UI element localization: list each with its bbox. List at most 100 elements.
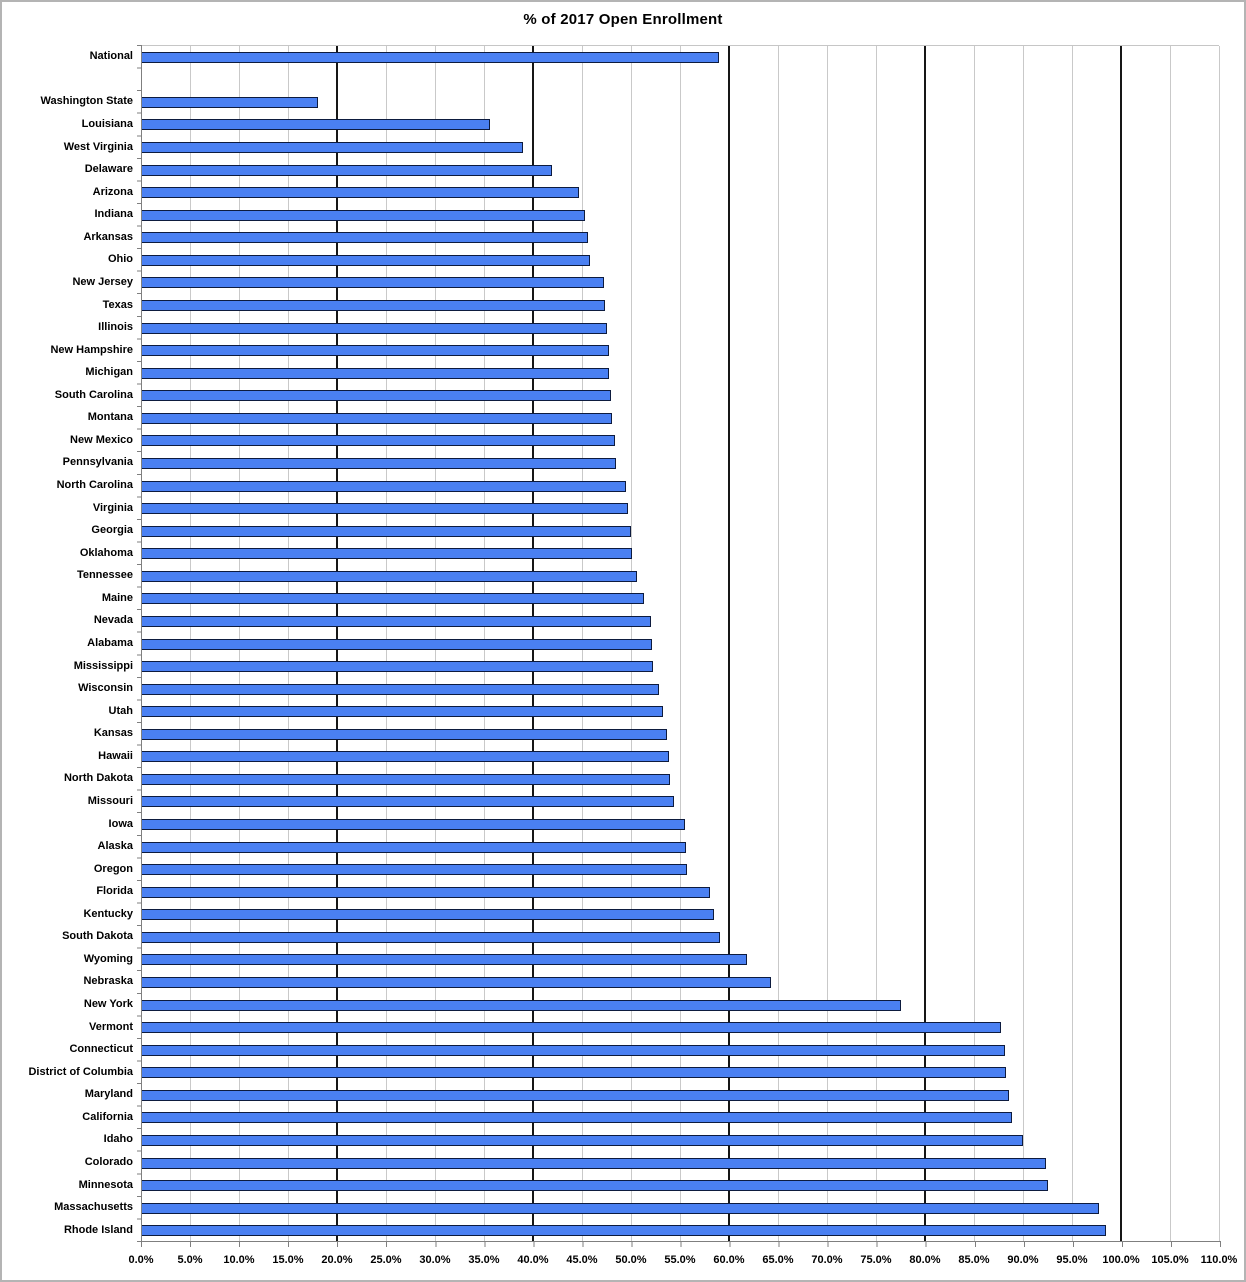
category-label: Hawaii bbox=[98, 749, 133, 762]
chart-title: % of 2017 Open Enrollment bbox=[523, 11, 723, 28]
bar bbox=[141, 1157, 1046, 1169]
bar bbox=[141, 931, 721, 943]
category-label: Idaho bbox=[103, 1133, 133, 1146]
category-label: Arizona bbox=[92, 185, 133, 198]
x-axis-label: 90.0% bbox=[1007, 1254, 1039, 1266]
category-label: Ohio bbox=[107, 253, 133, 266]
bar bbox=[141, 503, 629, 515]
category-label: Montana bbox=[87, 411, 133, 424]
category-label: California bbox=[82, 1110, 133, 1123]
y-axis-ticks bbox=[137, 45, 141, 1242]
x-axis-label: 35.0% bbox=[468, 1254, 500, 1266]
bar bbox=[141, 525, 632, 537]
bar bbox=[141, 412, 613, 424]
bar bbox=[141, 976, 772, 988]
category-label: Indiana bbox=[94, 208, 133, 221]
category-label: Kansas bbox=[93, 727, 133, 740]
category-label: New Jersey bbox=[72, 275, 133, 288]
x-axis-label: 5.0% bbox=[177, 1254, 203, 1266]
major-gridline bbox=[924, 46, 926, 1241]
x-axis-label: 20.0% bbox=[321, 1254, 353, 1266]
x-axis-label: 25.0% bbox=[370, 1254, 402, 1266]
category-label: Wisconsin bbox=[78, 682, 133, 695]
bar bbox=[141, 796, 675, 808]
x-axis-label: 110.0% bbox=[1200, 1254, 1238, 1266]
bar bbox=[141, 1134, 1024, 1146]
category-label: Tennessee bbox=[76, 569, 133, 582]
category-label: Rhode Island bbox=[63, 1223, 133, 1236]
bar bbox=[141, 841, 686, 853]
bar bbox=[141, 615, 651, 627]
category-label: Arkansas bbox=[83, 230, 133, 243]
bar bbox=[141, 1225, 1107, 1237]
gridline bbox=[778, 46, 779, 1241]
category-label: Wyoming bbox=[83, 952, 133, 965]
bar bbox=[141, 254, 590, 266]
bar bbox=[141, 1022, 1001, 1034]
bar bbox=[141, 1180, 1048, 1192]
bar bbox=[141, 909, 715, 921]
gridline bbox=[1072, 46, 1073, 1241]
category-label: South Carolina bbox=[54, 388, 133, 401]
bar bbox=[141, 683, 660, 695]
gridline bbox=[1170, 46, 1171, 1241]
bar bbox=[141, 773, 671, 785]
bar bbox=[141, 570, 637, 582]
category-label: North Carolina bbox=[56, 479, 133, 492]
y-axis-line bbox=[141, 45, 142, 1241]
category-label: Pennsylvania bbox=[62, 456, 133, 469]
bar bbox=[141, 187, 580, 199]
category-label: North Dakota bbox=[63, 772, 133, 785]
category-label: Maine bbox=[101, 591, 133, 604]
bar bbox=[141, 751, 670, 763]
x-axis-label: 100.0% bbox=[1102, 1254, 1140, 1266]
category-label: Georgia bbox=[91, 524, 133, 537]
bar bbox=[141, 593, 644, 605]
category-label: Nevada bbox=[93, 614, 133, 627]
category-label: Delaware bbox=[84, 163, 133, 176]
bar bbox=[141, 886, 711, 898]
category-label: Mississippi bbox=[73, 659, 133, 672]
x-axis-label: 80.0% bbox=[909, 1254, 941, 1266]
bar bbox=[141, 1089, 1010, 1101]
x-axis-ticks bbox=[141, 1241, 1221, 1247]
x-axis-label: 40.0% bbox=[517, 1254, 549, 1266]
bar bbox=[141, 638, 652, 650]
plot-area bbox=[141, 45, 1220, 1241]
bar bbox=[141, 661, 653, 673]
major-gridline bbox=[728, 46, 730, 1241]
category-label: New Mexico bbox=[70, 433, 133, 446]
category-label: South Dakota bbox=[62, 930, 133, 943]
category-label: Virginia bbox=[92, 501, 133, 514]
category-label: Florida bbox=[96, 885, 133, 898]
gridline bbox=[1219, 46, 1220, 1241]
x-axis-label: 60.0% bbox=[713, 1254, 745, 1266]
x-axis-label: 30.0% bbox=[419, 1254, 451, 1266]
category-label: Colorado bbox=[84, 1156, 133, 1169]
x-axis-label: 75.0% bbox=[860, 1254, 892, 1266]
category-label: Nebraska bbox=[83, 975, 133, 988]
bar bbox=[141, 728, 668, 740]
category-label: New Hampshire bbox=[50, 343, 133, 356]
bar bbox=[141, 1112, 1013, 1124]
category-label: Massachusetts bbox=[54, 1201, 133, 1214]
category-label: Alabama bbox=[87, 637, 133, 649]
category-label: Alaska bbox=[97, 840, 133, 853]
bar bbox=[141, 322, 607, 334]
bar bbox=[141, 209, 585, 221]
category-label: Oregon bbox=[93, 862, 133, 875]
bar bbox=[141, 300, 605, 311]
major-gridline bbox=[1120, 46, 1122, 1241]
x-axis-label: 85.0% bbox=[958, 1254, 990, 1266]
category-label: Maryland bbox=[84, 1088, 133, 1101]
category-label: Kentucky bbox=[83, 907, 133, 920]
bar bbox=[141, 142, 524, 154]
bar bbox=[141, 706, 664, 718]
bar bbox=[141, 435, 616, 447]
category-label: Iowa bbox=[108, 817, 133, 830]
bar bbox=[141, 864, 687, 876]
bar bbox=[141, 548, 633, 560]
bar bbox=[141, 954, 747, 966]
category-label: Missouri bbox=[87, 794, 133, 807]
